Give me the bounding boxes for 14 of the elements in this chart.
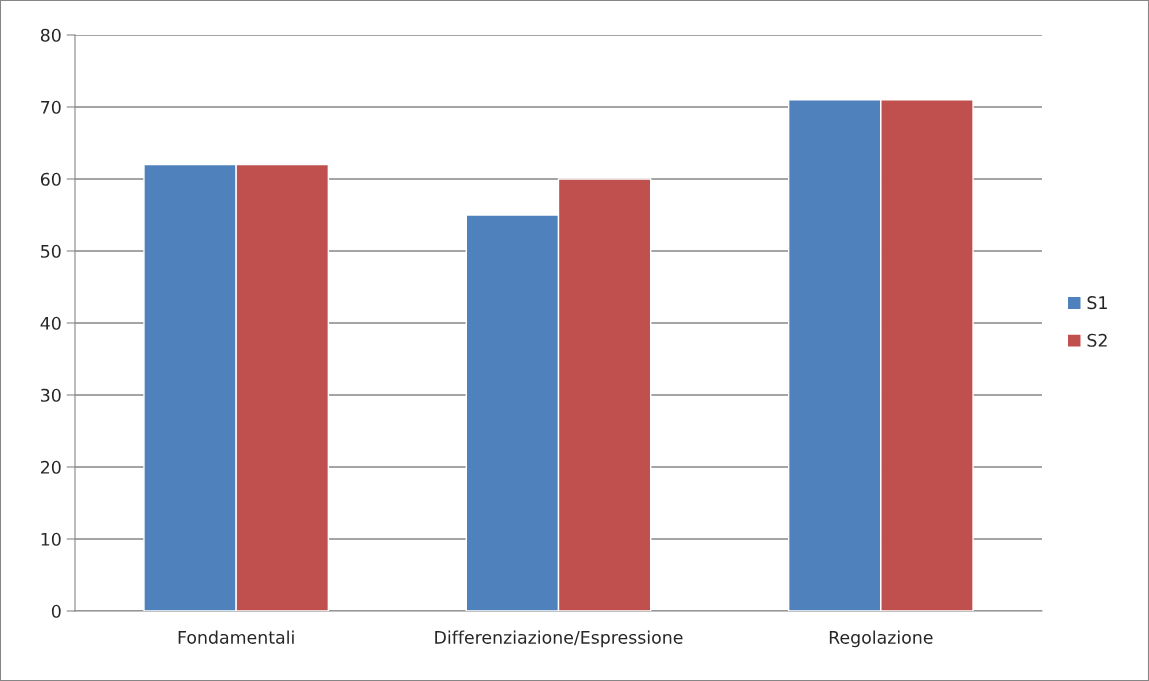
y-tick-label: 0 (51, 604, 61, 618)
y-tick-label: 60 (40, 172, 61, 186)
y-tick-label: 70 (41, 100, 61, 114)
y-tick-label: 30 (41, 388, 61, 402)
legend-label: S2 (1087, 333, 1107, 347)
x-tick-label: Differenziazione/Espressione (435, 630, 683, 648)
y-tick-label: 80 (40, 28, 61, 42)
y-tick-label: 10 (41, 532, 61, 546)
legend-label: S1 (1087, 296, 1107, 310)
x-tick-label: Fondamentali (178, 630, 294, 644)
y-tick-label: 40 (40, 316, 61, 330)
x-tick-label: Regolazione (829, 630, 933, 648)
y-tick-label: 20 (40, 460, 61, 474)
y-tick-label: 50 (41, 244, 61, 258)
